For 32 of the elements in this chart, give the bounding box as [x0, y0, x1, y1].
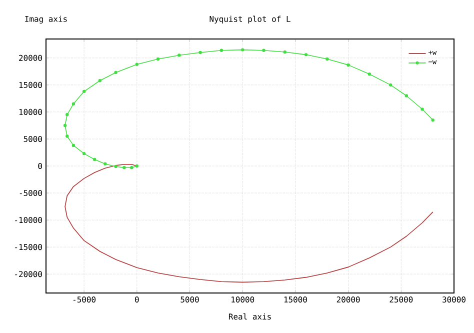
point	[114, 164, 118, 168]
point	[420, 108, 424, 111]
point	[198, 50, 202, 54]
point	[93, 158, 96, 162]
point	[241, 48, 244, 52]
point	[368, 72, 372, 76]
point	[135, 164, 138, 168]
point	[122, 166, 126, 170]
point	[82, 90, 86, 94]
point	[98, 79, 102, 82]
point	[283, 50, 286, 54]
point	[220, 48, 224, 52]
point	[404, 94, 408, 98]
line-series	[64, 164, 434, 283]
point	[82, 152, 86, 156]
point	[326, 57, 329, 61]
point	[304, 53, 308, 56]
point	[63, 124, 67, 128]
point	[346, 63, 350, 67]
point	[135, 62, 138, 66]
point	[114, 70, 118, 74]
point	[156, 57, 160, 61]
point	[178, 54, 181, 57]
point	[388, 83, 392, 87]
point	[72, 144, 76, 148]
point	[130, 166, 134, 170]
point	[262, 48, 266, 52]
point	[66, 134, 69, 138]
point	[66, 113, 69, 116]
point	[431, 118, 434, 122]
point	[72, 102, 76, 106]
point	[104, 162, 107, 166]
